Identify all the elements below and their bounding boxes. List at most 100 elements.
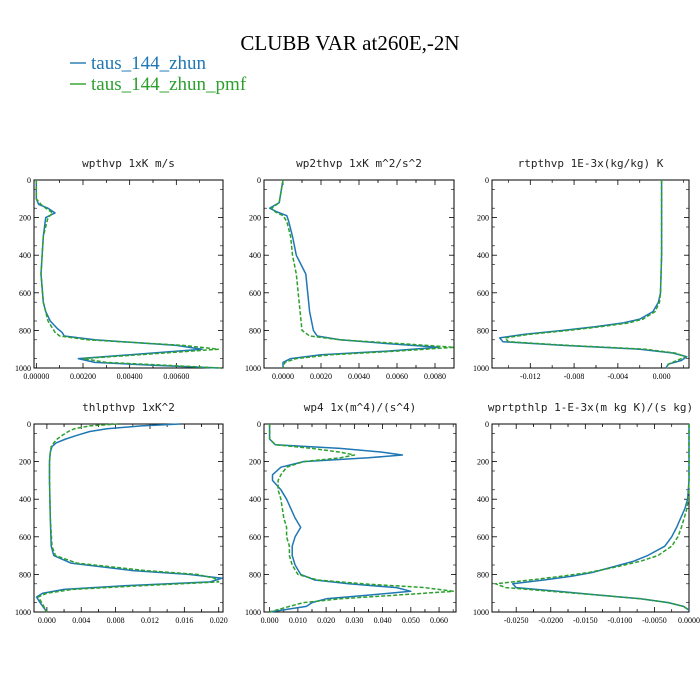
- panel-2: wp2thvp 1xK m^2/s^2 0 200 400 600 800 1000 0.00…: [245, 157, 455, 381]
- y-tick-label: 1000: [15, 364, 31, 373]
- y-tick-label: 600: [19, 289, 31, 298]
- y-tick-label: 200: [19, 214, 31, 223]
- figure-title: CLUBB VAR at260E,-2N: [240, 31, 459, 55]
- panel-title: wp2thvp 1xK m^2/s^2: [296, 157, 422, 170]
- series-line-1: [35, 180, 219, 369]
- y-tick-label: 400: [249, 495, 261, 504]
- x-tick-label: 0.00400: [117, 372, 143, 381]
- x-tick-label: -0.004: [608, 372, 629, 381]
- panel-title: wprtpthlp 1-E-3x(m kg K)/(s kg): [488, 401, 693, 414]
- y-tick-label: 400: [19, 251, 31, 260]
- y-tick-label: 800: [249, 570, 261, 579]
- panel-6: wprtpthlp 1-E-3x(m kg K)/(s kg) 0 200 400 60…: [473, 401, 700, 625]
- x-tick-label: -0.012: [520, 372, 541, 381]
- series-line-1: [511, 424, 690, 611]
- x-tick-label: -0.0050: [642, 616, 667, 625]
- y-tick-label: 800: [19, 570, 31, 579]
- y-tick-label: 1000: [473, 608, 489, 617]
- x-tick-label: 0.030: [345, 616, 363, 625]
- x-tick-label: 0.0020: [310, 372, 332, 381]
- y-tick-label: 600: [477, 533, 489, 542]
- x-tick-label: -0.0100: [608, 616, 633, 625]
- plot-frame: [33, 179, 224, 369]
- panel-title: wpthvp 1xK m/s: [82, 157, 175, 170]
- y-tick-label: 400: [19, 495, 31, 504]
- x-tick-label: -0.0200: [538, 616, 563, 625]
- series-line-1: [498, 180, 688, 369]
- plot-frame: [491, 423, 690, 613]
- legend: taus_144_zhun taus_144_zhun_pmf: [70, 53, 247, 95]
- y-tick-label: 1000: [245, 608, 261, 617]
- x-tick-label: 0.0000: [272, 372, 294, 381]
- series-line-2: [494, 424, 690, 611]
- y-tick-label: 1000: [15, 608, 31, 617]
- x-tick-label: 0.00200: [70, 372, 96, 381]
- series-line-1: [35, 423, 223, 613]
- y-tick-label: 0: [485, 176, 489, 185]
- y-tick-label: 1000: [245, 364, 261, 373]
- x-tick-label: 0.0080: [424, 372, 446, 381]
- y-tick-label: 600: [477, 289, 489, 298]
- y-tick-label: 200: [477, 458, 489, 467]
- legend-label-series-2: taus_144_zhun_pmf: [91, 74, 247, 95]
- x-tick-label: 0.00600: [163, 372, 189, 381]
- series-line-2: [270, 179, 455, 369]
- x-tick-label: -0.0150: [573, 616, 598, 625]
- x-tick-label: -0.0250: [504, 616, 529, 625]
- series-line-2: [504, 180, 687, 369]
- x-tick-label: 0.008: [107, 616, 125, 625]
- x-tick-label: 0.016: [175, 616, 193, 625]
- y-tick-label: 800: [477, 570, 489, 579]
- panel-title: wp4 1x(m^4)/(s^4): [304, 401, 417, 414]
- x-tick-label: 0.0040: [348, 372, 370, 381]
- y-tick-label: 1000: [473, 364, 489, 373]
- y-tick-label: 0: [27, 176, 31, 185]
- panel-4: thlpthvp 1xK^2 0 200 400 600 800 1000 0.000 0.00…: [15, 401, 228, 625]
- y-tick-label: 200: [477, 214, 489, 223]
- y-tick-label: 0: [257, 420, 261, 429]
- x-tick-label: 0.020: [210, 616, 228, 625]
- plot-frame: [33, 423, 224, 613]
- panel-title: rtpthvp 1E-3x(kg/kg) K: [518, 157, 664, 170]
- x-tick-label: -0.008: [564, 372, 585, 381]
- series-line-2: [35, 180, 221, 369]
- x-tick-label: 0.060: [430, 616, 448, 625]
- y-tick-label: 600: [19, 533, 31, 542]
- y-tick-label: 800: [249, 326, 261, 335]
- y-tick-label: 200: [19, 458, 31, 467]
- x-tick-label: 0.00000: [23, 372, 49, 381]
- series-line-2: [37, 423, 220, 613]
- plot-frame: [263, 423, 457, 613]
- plot-frame: [491, 179, 690, 369]
- x-tick-label: 0.000: [38, 616, 56, 625]
- series-line-1: [268, 424, 412, 613]
- panel-3: rtpthvp 1E-3x(kg/kg) K 0 200 400 600 800 1000 -…: [473, 157, 690, 381]
- y-tick-label: 400: [477, 251, 489, 260]
- x-tick-label: 0.010: [289, 616, 307, 625]
- y-tick-label: 0: [257, 176, 261, 185]
- y-tick-label: 400: [477, 495, 489, 504]
- x-tick-label: 0.004: [72, 616, 90, 625]
- x-tick-label: 0.0060: [386, 372, 408, 381]
- y-tick-label: 800: [19, 326, 31, 335]
- x-tick-label: 0.040: [374, 616, 392, 625]
- y-tick-label: 200: [249, 214, 261, 223]
- x-tick-label: 0.050: [402, 616, 420, 625]
- series-line-2: [268, 424, 454, 613]
- x-tick-label: 0.020: [317, 616, 335, 625]
- y-tick-label: 600: [249, 289, 261, 298]
- series-line-1: [268, 179, 440, 368]
- y-tick-label: 0: [485, 420, 489, 429]
- x-tick-label: 0.000: [261, 616, 279, 625]
- y-tick-label: 800: [477, 326, 489, 335]
- x-tick-label: 0.000: [653, 372, 671, 381]
- y-tick-label: 200: [249, 458, 261, 467]
- y-tick-label: 400: [249, 251, 261, 260]
- x-tick-label: 0.0000: [678, 616, 700, 625]
- panel-title: thlpthvp 1xK^2: [82, 401, 175, 414]
- x-tick-label: 0.012: [141, 616, 159, 625]
